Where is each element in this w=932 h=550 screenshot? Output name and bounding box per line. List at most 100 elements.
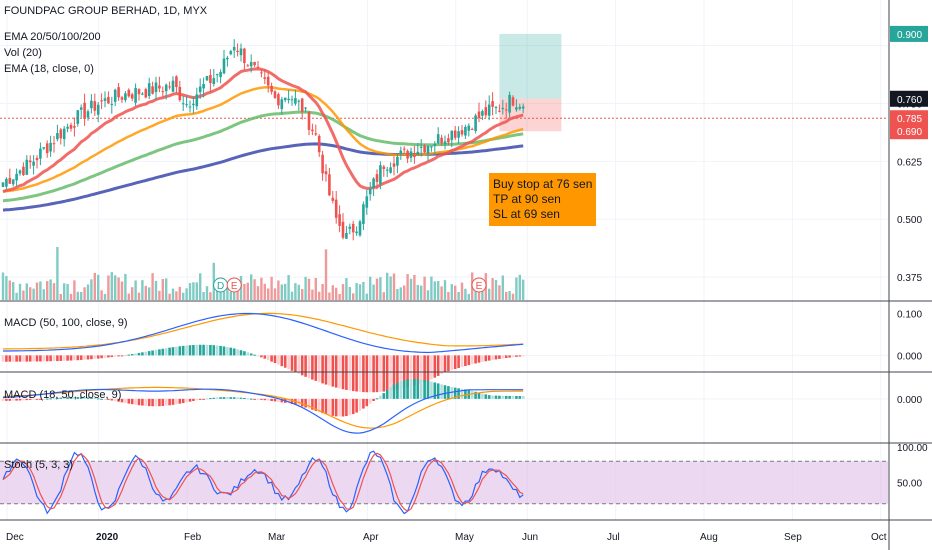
candle-body[interactable]: [498, 110, 501, 112]
candle-body[interactable]: [419, 146, 423, 148]
macd-50-100-pane[interactable]: [0, 312, 888, 393]
candle-body[interactable]: [440, 137, 443, 144]
candle-body[interactable]: [226, 57, 229, 60]
candle-body[interactable]: [83, 102, 86, 119]
candle-body[interactable]: [460, 130, 464, 135]
candle-body[interactable]: [147, 83, 151, 97]
candle-body[interactable]: [457, 131, 460, 138]
candle-body[interactable]: [62, 128, 66, 140]
ema50-line[interactable]: [2, 86, 524, 193]
candle-body[interactable]: [154, 82, 158, 93]
candle-body[interactable]: [39, 148, 42, 159]
candle-body[interactable]: [35, 157, 39, 161]
candle-body[interactable]: [222, 58, 226, 74]
candle-body[interactable]: [73, 126, 76, 128]
candle-body[interactable]: [321, 154, 324, 174]
candle-body[interactable]: [141, 93, 144, 95]
candle-body[interactable]: [8, 177, 12, 184]
candle-body[interactable]: [253, 61, 256, 66]
candle-body[interactable]: [243, 48, 246, 64]
candle-body[interactable]: [433, 143, 437, 146]
candle-body[interactable]: [49, 142, 52, 152]
event-marker[interactable]: [226, 277, 242, 293]
macd1-label[interactable]: MACD (50, 100, close, 9): [4, 317, 128, 329]
candle-body[interactable]: [232, 46, 236, 51]
candle-body[interactable]: [100, 100, 103, 102]
candle-body[interactable]: [239, 48, 243, 56]
candle-body[interactable]: [76, 110, 80, 124]
candle-body[interactable]: [481, 111, 484, 116]
candle-body[interactable]: [205, 75, 209, 81]
candle-body[interactable]: [477, 111, 481, 119]
candle-body[interactable]: [297, 100, 301, 102]
candle-body[interactable]: [137, 89, 141, 95]
candle-body[interactable]: [501, 107, 505, 109]
candle-body[interactable]: [110, 104, 114, 106]
candle-body[interactable]: [15, 173, 18, 181]
ema20-line[interactable]: [2, 67, 524, 194]
candle-body[interactable]: [185, 104, 188, 106]
candle-body[interactable]: [168, 86, 171, 88]
price-tag[interactable]: [890, 90, 928, 107]
candle-body[interactable]: [22, 166, 25, 176]
candle-body[interactable]: [314, 133, 318, 135]
candle-body[interactable]: [511, 97, 515, 106]
candle-body[interactable]: [392, 163, 396, 167]
event-marker[interactable]: [471, 277, 487, 293]
candle-body[interactable]: [399, 150, 403, 155]
candle-body[interactable]: [32, 161, 35, 166]
candle-body[interactable]: [447, 138, 450, 143]
candle-body[interactable]: [124, 93, 127, 101]
macd2-label[interactable]: MACD (18, 50, close, 9): [4, 389, 121, 401]
candle-body[interactable]: [120, 97, 124, 100]
price-tag[interactable]: [890, 25, 928, 42]
candle-body[interactable]: [175, 76, 178, 88]
candle-body[interactable]: [443, 141, 447, 145]
candle-body[interactable]: [324, 171, 328, 175]
candle-body[interactable]: [521, 106, 525, 109]
candle-body[interactable]: [151, 86, 154, 94]
stoch-pane[interactable]: [0, 450, 888, 515]
candle-body[interactable]: [273, 91, 277, 98]
candle-body[interactable]: [311, 129, 314, 132]
candle-body[interactable]: [212, 78, 216, 85]
candle-body[interactable]: [86, 111, 90, 118]
take-profit-zone[interactable]: [499, 33, 562, 99]
candle-body[interactable]: [338, 214, 341, 226]
candle-body[interactable]: [181, 103, 185, 105]
candle-body[interactable]: [467, 125, 471, 131]
price-tag[interactable]: [890, 110, 928, 127]
candle-body[interactable]: [96, 104, 100, 115]
candle-body[interactable]: [453, 130, 457, 138]
candle-body[interactable]: [294, 98, 297, 104]
candle-body[interactable]: [290, 99, 294, 101]
candle-body[interactable]: [113, 89, 117, 102]
candle-body[interactable]: [263, 77, 267, 80]
candle-body[interactable]: [256, 66, 260, 69]
candle-body[interactable]: [270, 85, 273, 92]
candle-body[interactable]: [372, 178, 375, 189]
candle-body[interactable]: [317, 135, 321, 153]
candle-body[interactable]: [423, 145, 426, 153]
candle-body[interactable]: [260, 72, 263, 74]
candle-body[interactable]: [130, 94, 134, 99]
candle-body[interactable]: [246, 65, 250, 67]
candle-body[interactable]: [219, 71, 222, 78]
candle-body[interactable]: [229, 51, 233, 55]
macd-18-50-pane[interactable]: [0, 378, 888, 434]
candle-body[interactable]: [328, 174, 331, 196]
indicator-vol[interactable]: Vol (20): [4, 47, 42, 59]
candle-body[interactable]: [144, 89, 148, 98]
candle-body[interactable]: [209, 75, 212, 84]
candle-body[interactable]: [171, 80, 175, 92]
candle-body[interactable]: [470, 128, 474, 130]
candle-body[interactable]: [334, 199, 338, 218]
trade-annotation[interactable]: Buy stop at 76 sen TP at 90 sen SL at 69…: [489, 173, 596, 226]
candle-body[interactable]: [389, 167, 392, 173]
candle-body[interactable]: [362, 204, 365, 225]
candle-body[interactable]: [11, 179, 15, 185]
candle-body[interactable]: [178, 86, 182, 101]
candle-body[interactable]: [402, 148, 406, 150]
candle-body[interactable]: [277, 94, 280, 106]
